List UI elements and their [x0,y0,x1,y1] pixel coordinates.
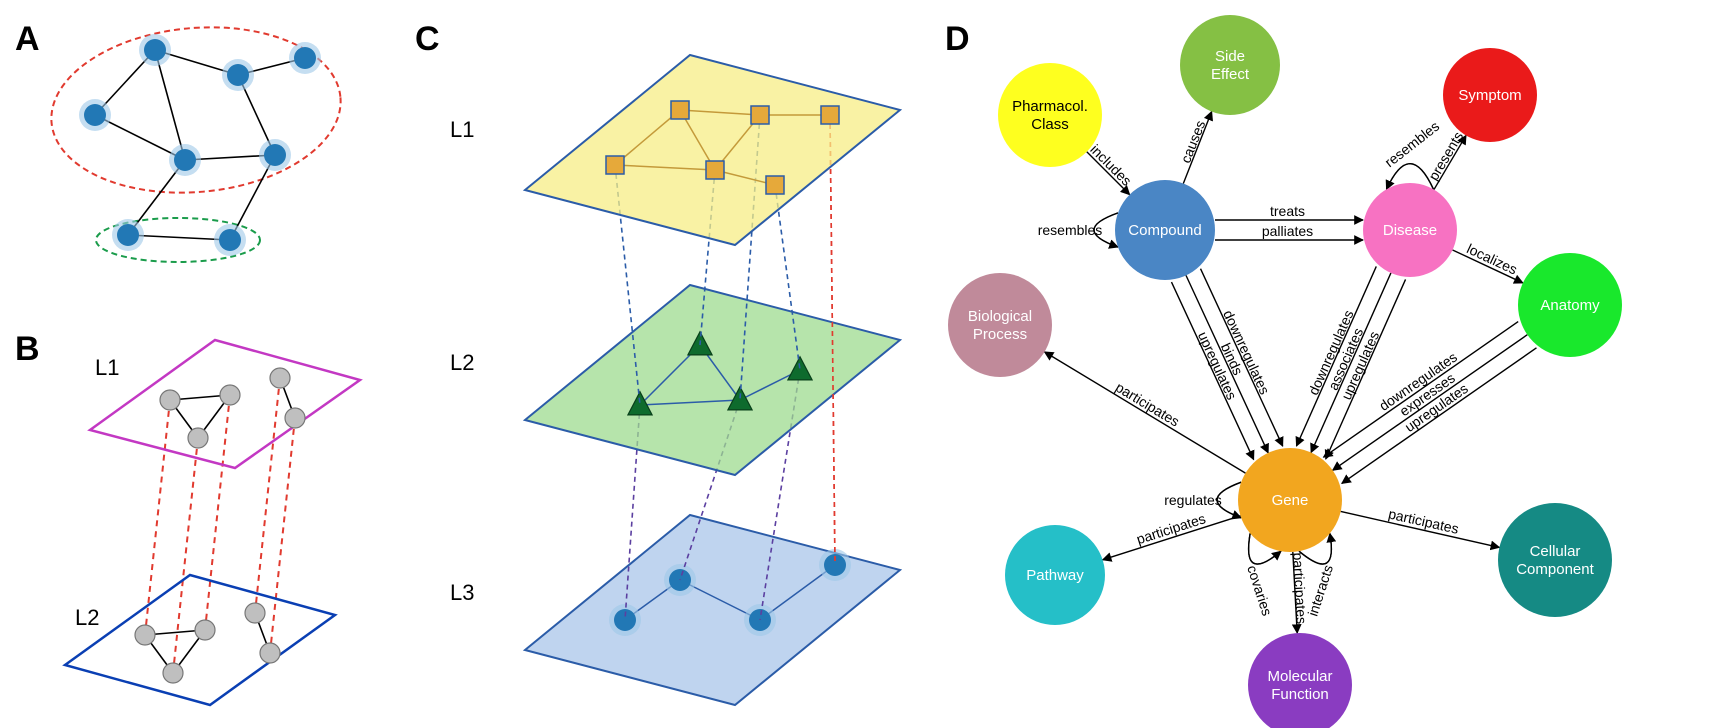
kg-node-label: Compound [1128,222,1201,239]
panel-d: Dincludescausestreatspalliatespresentslo… [945,15,1622,728]
kg-edge-label: regulates [1164,492,1222,508]
kg-node-label: Pathway [1026,567,1084,584]
kg-node-label: Class [1031,116,1069,133]
kg-node [948,273,1052,377]
layer-plane [525,285,900,475]
graph-node [270,368,290,388]
graph-node [144,39,166,61]
kg-edge-label: participates [1113,379,1183,430]
panel-a: A [15,16,348,262]
kg-node-label: Process [973,326,1027,343]
graph-node [220,385,240,405]
kg-node-label: Pharmacol. [1012,98,1088,115]
svg-text:A: A [15,20,40,58]
panel-c: C L3 L2 L1 [415,20,900,705]
kg-edge-label: covaries [1244,563,1275,618]
kg-node [998,63,1102,167]
kg-edge-label: participates [1134,510,1207,547]
graph-node [751,106,769,124]
kg-node-label: Component [1516,561,1594,578]
graph-node [294,47,316,69]
panel-b: B L1 L2 [15,330,360,705]
graph-node [606,156,624,174]
svg-text:L2: L2 [75,605,99,630]
graph-node [227,64,249,86]
graph-node [84,104,106,126]
svg-text:L1: L1 [95,355,119,380]
kg-node-label: Effect [1211,66,1250,83]
graph-node [135,625,155,645]
kg-edge-label: resembles [1038,222,1103,238]
kg-node-label: Cellular [1530,543,1581,560]
layer-plane [65,575,335,705]
layer-plane [525,515,900,705]
graph-node [219,229,241,251]
kg-node [1180,15,1280,115]
kg-node-label: Function [1271,686,1329,703]
graph-node [285,408,305,428]
svg-text:C: C [415,20,440,58]
graph-node [260,643,280,663]
kg-node-label: Anatomy [1540,297,1600,314]
kg-edge-label: treats [1270,203,1305,219]
svg-text:D: D [945,20,970,58]
graph-node [195,620,215,640]
graph-node [163,663,183,683]
graph-node [188,428,208,448]
kg-node-label: Symptom [1458,87,1521,104]
graph-node [245,603,265,623]
kg-node-label: Gene [1272,492,1309,509]
kg-node-label: Disease [1383,222,1437,239]
kg-edge-label: participates [1387,505,1460,536]
graph-node [821,106,839,124]
kg-edge-label: palliates [1262,223,1313,239]
graph-node [174,149,196,171]
graph-node [160,390,180,410]
kg-node [1498,503,1612,617]
layer-plane [525,55,900,245]
graph-node [264,144,286,166]
graph-node [706,161,724,179]
svg-text:B: B [15,330,40,368]
kg-node-label: Biological [968,308,1032,325]
graph-node [671,101,689,119]
kg-node-label: Molecular [1267,668,1332,685]
svg-text:L3: L3 [450,580,474,605]
kg-edge-label: causes [1177,118,1208,165]
graph-node [117,224,139,246]
kg-edge-label: includes [1087,141,1135,189]
svg-text:L1: L1 [450,117,474,142]
kg-edge-label: interacts [1304,563,1336,618]
graph-node [766,176,784,194]
svg-text:L2: L2 [450,350,474,375]
kg-node-label: Side [1215,48,1245,65]
